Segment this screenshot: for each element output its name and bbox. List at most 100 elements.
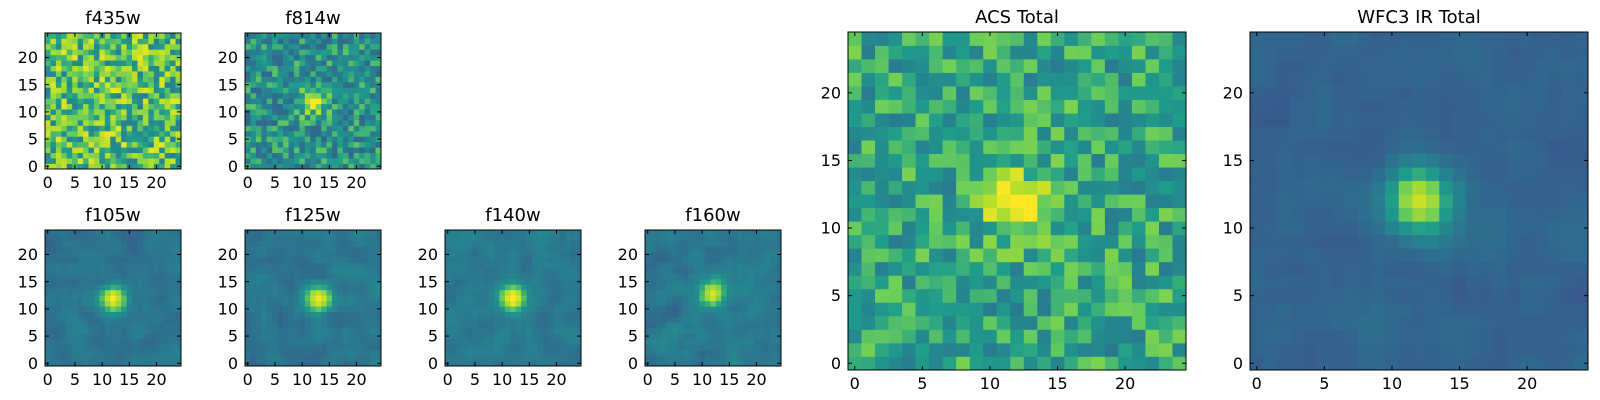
heatmap-cell: [277, 76, 284, 83]
heatmap-cell: [537, 262, 544, 269]
heatmap-cell: [875, 221, 889, 236]
heatmap-cell: [472, 327, 478, 334]
heatmap-cell: [348, 246, 355, 253]
heatmap-cell: [704, 251, 711, 258]
heatmap-cell: [55, 306, 62, 312]
heatmap-cell: [455, 240, 462, 247]
heatmap-cell: [1452, 261, 1467, 276]
heatmap-cell: [848, 180, 862, 195]
heatmap-cell: [888, 72, 903, 87]
heatmap-cell: [359, 349, 366, 356]
heatmap-cell: [726, 327, 733, 334]
heatmap-cell: [77, 152, 84, 159]
heatmap-cell: [902, 342, 916, 357]
heatmap-cell: [1037, 356, 1052, 371]
heatmap-cell: [1479, 207, 1494, 222]
heatmap-cell: [126, 246, 133, 253]
heatmap-cell: [337, 81, 344, 88]
heatmap-cell: [315, 87, 322, 94]
heatmap-cell: [272, 355, 278, 361]
heatmap-cell: [753, 338, 760, 345]
heatmap-cell: [326, 141, 333, 148]
heatmap-cell: [564, 230, 571, 236]
heatmap-cell: [532, 278, 538, 285]
heatmap-cell: [104, 333, 111, 340]
heatmap-cell: [175, 49, 182, 56]
heatmap-cell: [532, 349, 538, 356]
heatmap-cell: [337, 344, 344, 351]
heatmap-cell: [455, 322, 462, 329]
heatmap-cell: [321, 306, 327, 312]
heatmap-cell: [332, 262, 338, 269]
heatmap-cell: [666, 300, 673, 307]
heatmap-cell: [472, 333, 478, 340]
heatmap-cell: [996, 126, 1011, 141]
heatmap-cell: [159, 268, 166, 274]
heatmap-cell: [759, 240, 766, 247]
heatmap-cell: [1358, 315, 1373, 330]
heatmap-cell: [359, 268, 366, 274]
heatmap-cell: [132, 92, 138, 99]
heatmap-cell: [1574, 261, 1589, 276]
x-tick-label: 0: [243, 370, 253, 389]
heatmap-cell: [510, 327, 517, 334]
heatmap-cell: [359, 120, 366, 126]
heatmap-cell: [88, 125, 95, 132]
heatmap-cell: [266, 230, 273, 236]
heatmap-cell: [364, 317, 371, 323]
heatmap-cell: [99, 54, 106, 61]
heatmap-cell: [99, 338, 106, 345]
heatmap-cell: [359, 262, 366, 269]
heatmap-cell: [704, 360, 711, 367]
heatmap-cell: [902, 167, 916, 182]
heatmap-cell: [683, 338, 689, 345]
heatmap-cell: [770, 349, 776, 356]
heatmap-cell: [104, 360, 111, 367]
heatmap-cell: [55, 355, 62, 361]
heatmap-cell: [1452, 275, 1467, 290]
heatmap-cell: [753, 268, 760, 274]
heatmap-cell: [1371, 167, 1386, 182]
heatmap-cell: [99, 114, 106, 121]
heatmap-cell: [93, 289, 100, 296]
heatmap-cell: [742, 251, 749, 258]
heatmap-cell: [688, 246, 695, 253]
heatmap-cell: [461, 240, 468, 247]
heatmap-cell: [564, 311, 571, 318]
heatmap-cell: [121, 284, 127, 291]
heatmap-cell: [321, 344, 327, 351]
heatmap-cell: [266, 289, 273, 296]
heatmap-cell: [164, 33, 171, 39]
heatmap-cell: [1398, 356, 1413, 371]
heatmap-cell: [542, 322, 549, 329]
heatmap-cell: [304, 49, 311, 56]
heatmap-cell: [348, 295, 355, 302]
heatmap-cell: [72, 349, 78, 356]
heatmap-cell: [310, 246, 317, 253]
heatmap-cell: [315, 130, 322, 137]
heatmap-cell: [455, 327, 462, 334]
heatmap-cell: [983, 72, 998, 87]
heatmap-cell: [288, 38, 295, 45]
x-tick-label: 5: [270, 173, 280, 192]
heatmap-cell: [261, 230, 268, 236]
heatmap-cell: [488, 295, 495, 302]
heatmap-cell: [370, 311, 376, 318]
heatmap-cell: [548, 257, 555, 263]
heatmap-cell: [861, 288, 876, 303]
heatmap-cell: [521, 338, 527, 345]
heatmap-cell: [353, 125, 360, 132]
heatmap-cell: [50, 295, 57, 302]
heatmap-cell: [1104, 329, 1119, 344]
heatmap-cell: [764, 284, 771, 291]
heatmap-cell: [742, 268, 749, 274]
heatmap-cell: [99, 49, 106, 56]
heatmap-cell: [564, 262, 571, 269]
heatmap-cell: [466, 300, 473, 307]
heatmap-cell: [1010, 113, 1025, 127]
heatmap-cell: [261, 355, 268, 361]
heatmap-cell: [532, 322, 538, 329]
heatmap-cell: [848, 207, 862, 222]
heatmap-cell: [132, 235, 138, 242]
